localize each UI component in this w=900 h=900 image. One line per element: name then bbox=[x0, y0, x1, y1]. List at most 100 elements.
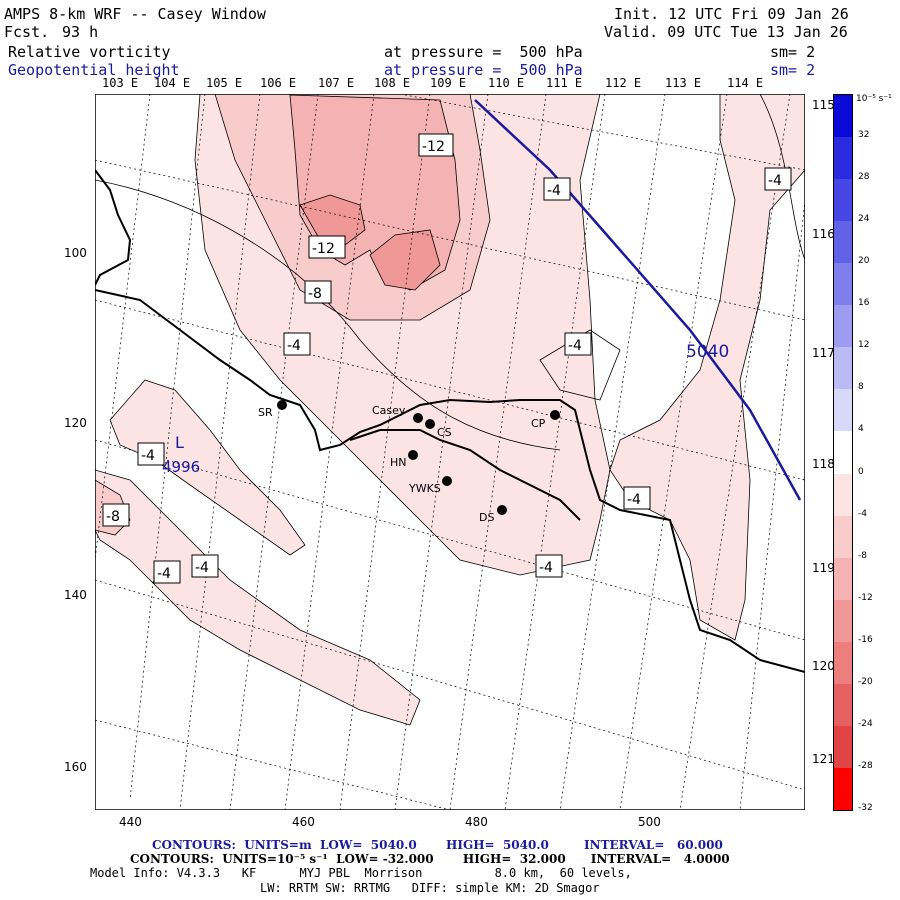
map-plot: SR Casey CS HN YWKS DS CP -12 -12 -8 -8 … bbox=[95, 94, 805, 810]
contour-label: -12 bbox=[422, 139, 445, 155]
station-dot bbox=[413, 413, 423, 423]
colorbar-label: -4 bbox=[858, 508, 867, 519]
contour-label: -4 bbox=[768, 173, 782, 189]
colorbar-label: -16 bbox=[858, 634, 873, 645]
colorbar-segment bbox=[834, 641, 852, 684]
field2-level: at pressure = 500 hPa bbox=[384, 61, 583, 79]
colorbar-segment bbox=[834, 515, 852, 558]
lon-label: 104 E bbox=[154, 76, 191, 90]
colorbar-segment bbox=[834, 431, 852, 474]
valid-time: Valid. 09 UTC Tue 13 Jan 26 bbox=[604, 23, 848, 41]
footer-vorticity-contours: CONTOURS: UNITS=10⁻⁵ s⁻¹ LOW= -32.000 HI… bbox=[130, 852, 730, 866]
coastline bbox=[95, 169, 805, 673]
colorbar-label: 24 bbox=[858, 214, 870, 225]
station-dot bbox=[497, 505, 507, 515]
contour-label: -4 bbox=[195, 560, 209, 576]
footer-height-interval: INTERVAL= 60.000 bbox=[584, 838, 723, 852]
contour-label: -8 bbox=[106, 509, 120, 525]
vorticity-contour bbox=[95, 179, 561, 451]
low-value: 4996 bbox=[162, 458, 200, 476]
lon-label: 106 E bbox=[260, 76, 297, 90]
colorbar-segment bbox=[834, 137, 852, 180]
contour-label: -4 bbox=[547, 183, 561, 199]
lon-label: 107 E bbox=[318, 76, 355, 90]
vorticity-region bbox=[609, 94, 805, 641]
contour-label: -4 bbox=[568, 338, 582, 354]
lon-label: 114 E bbox=[727, 76, 764, 90]
colorbar-label: 0 bbox=[858, 466, 864, 477]
station-dot bbox=[408, 450, 418, 460]
contour-label: -12 bbox=[312, 241, 335, 257]
contour-label: -4 bbox=[539, 560, 553, 576]
colorbar-segment bbox=[834, 557, 852, 600]
height-contour-label: 5040 bbox=[686, 342, 729, 362]
colorbar-segment bbox=[834, 179, 852, 222]
station-label: Casey bbox=[372, 404, 406, 417]
colorbar-segment bbox=[834, 599, 852, 642]
y-axis-label: 120 bbox=[64, 416, 87, 430]
colorbar-segment bbox=[834, 347, 852, 390]
x-axis-label: 480 bbox=[465, 815, 488, 829]
x-axis-label: 460 bbox=[292, 815, 315, 829]
lon-label: 111 E bbox=[546, 76, 583, 90]
contour-label: -4 bbox=[627, 492, 641, 508]
colorbar-segment bbox=[834, 263, 852, 306]
footer-height-high: HIGH= 5040.0 bbox=[446, 838, 549, 852]
forecast-hour: 93 h bbox=[62, 23, 99, 41]
colorbar-label: -8 bbox=[858, 550, 867, 561]
lat-lon-grid bbox=[95, 94, 805, 810]
colorbar-label: 4 bbox=[858, 424, 864, 435]
colorbar-label: -32 bbox=[858, 803, 873, 813]
contour-labels: -12 -12 -8 -8 -4 -4 -4 -4 -4 -4 -4 -4 -4 bbox=[102, 133, 792, 584]
lon-label: 105 E bbox=[206, 76, 243, 90]
colorbar-segment bbox=[834, 725, 852, 768]
contour-label: -4 bbox=[157, 566, 171, 582]
colorbar-segment bbox=[834, 221, 852, 264]
y-axis-label: 140 bbox=[64, 588, 87, 602]
x-axis-label: 440 bbox=[119, 815, 142, 829]
station-label: DS bbox=[479, 511, 494, 524]
colorbar-label: 8 bbox=[858, 382, 864, 393]
station-label: HN bbox=[390, 456, 407, 469]
field1-name: Relative vorticity bbox=[8, 43, 171, 61]
lon-label: 103 E bbox=[102, 76, 139, 90]
colorbar-segment bbox=[834, 767, 852, 810]
station-dot bbox=[550, 410, 560, 420]
colorbar bbox=[833, 94, 853, 811]
station-label: SR bbox=[258, 406, 273, 419]
colorbar-segment bbox=[834, 683, 852, 726]
colorbar-label: -20 bbox=[858, 676, 873, 687]
lon-label: 109 E bbox=[430, 76, 467, 90]
lon-label: 108 E bbox=[374, 76, 411, 90]
field1-smoothing: sm= 2 bbox=[770, 43, 816, 61]
footer-height-contours: CONTOURS: UNITS=m LOW= 5040.0 bbox=[152, 838, 417, 852]
colorbar-unit: 10⁻⁵ s⁻¹ bbox=[856, 94, 892, 104]
chart-title: AMPS 8-km WRF -- Casey Window bbox=[4, 5, 266, 23]
x-axis-label: 500 bbox=[638, 815, 661, 829]
y-axis-label: 160 bbox=[64, 760, 87, 774]
init-time: Init. 12 UTC Fri 09 Jan 26 bbox=[614, 5, 849, 23]
station-dot bbox=[425, 419, 435, 429]
contour-label: -8 bbox=[308, 286, 322, 302]
station-dot bbox=[442, 476, 452, 486]
station-label: CS bbox=[437, 426, 452, 439]
colorbar-label: 16 bbox=[858, 298, 870, 309]
low-marker: L bbox=[175, 433, 184, 452]
station-label: CP bbox=[531, 417, 546, 430]
field2-smoothing: sm= 2 bbox=[770, 61, 816, 79]
footer-model-info: Model Info: V4.3.3 KF MYJ PBL Morrison 8… bbox=[90, 866, 632, 880]
station-dot bbox=[277, 400, 287, 410]
lon-label: 112 E bbox=[605, 76, 642, 90]
height-contour-5040 bbox=[474, 99, 802, 501]
colorbar-label: -12 bbox=[858, 592, 873, 603]
footer-physics: LW: RRTM SW: RRTMG DIFF: simple KM: 2D S… bbox=[260, 881, 600, 895]
lon-label: 113 E bbox=[665, 76, 702, 90]
colorbar-label: 12 bbox=[858, 340, 870, 351]
colorbar-label: -24 bbox=[858, 718, 873, 729]
field1-level: at pressure = 500 hPa bbox=[384, 43, 583, 61]
colorbar-segment bbox=[834, 95, 852, 138]
station-label: YWKS bbox=[408, 482, 441, 495]
vorticity-region bbox=[369, 229, 441, 291]
colorbar-label: 20 bbox=[858, 256, 870, 267]
colorbar-label: 28 bbox=[858, 172, 870, 183]
